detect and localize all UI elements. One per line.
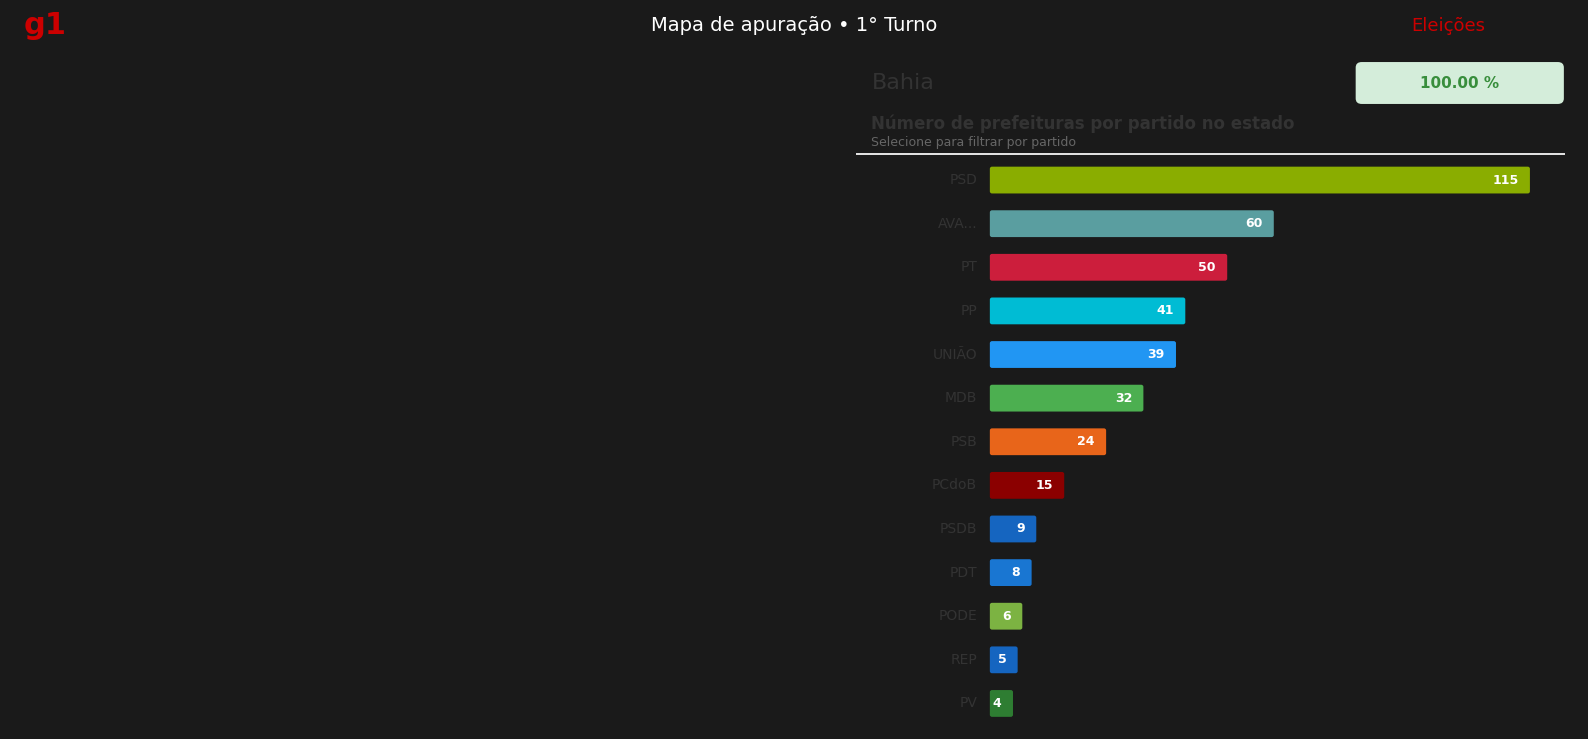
FancyBboxPatch shape xyxy=(989,298,1185,324)
Text: UNIÃO: UNIÃO xyxy=(932,347,977,361)
Text: Bahia: Bahia xyxy=(872,72,934,92)
Text: Número de prefeituras por partido no estado: Número de prefeituras por partido no est… xyxy=(872,115,1294,133)
FancyBboxPatch shape xyxy=(989,167,1529,194)
Text: Eleições: Eleições xyxy=(1410,17,1485,35)
Text: 39: 39 xyxy=(1148,348,1164,361)
Text: PSDB: PSDB xyxy=(940,522,977,536)
FancyBboxPatch shape xyxy=(989,429,1107,455)
FancyBboxPatch shape xyxy=(989,516,1037,542)
FancyBboxPatch shape xyxy=(989,647,1018,673)
Text: 41: 41 xyxy=(1156,304,1174,318)
FancyBboxPatch shape xyxy=(1356,62,1564,104)
Text: 115: 115 xyxy=(1493,174,1518,186)
FancyBboxPatch shape xyxy=(989,559,1032,586)
Text: AVA...: AVA... xyxy=(937,217,977,231)
Text: 4: 4 xyxy=(992,697,1002,710)
Text: 15: 15 xyxy=(1035,479,1053,492)
FancyBboxPatch shape xyxy=(989,254,1228,281)
Text: PV: PV xyxy=(959,696,977,710)
Text: Mapa de apuração • 1° Turno: Mapa de apuração • 1° Turno xyxy=(651,16,937,35)
Text: PDT: PDT xyxy=(950,565,977,579)
FancyBboxPatch shape xyxy=(989,690,1013,717)
Text: 32: 32 xyxy=(1115,392,1132,405)
Text: 24: 24 xyxy=(1077,435,1094,449)
Text: MDB: MDB xyxy=(945,391,977,405)
Text: 8: 8 xyxy=(1012,566,1021,579)
Text: PP: PP xyxy=(961,304,977,318)
Text: PSD: PSD xyxy=(950,173,977,187)
FancyBboxPatch shape xyxy=(989,385,1143,412)
FancyBboxPatch shape xyxy=(989,472,1064,499)
Text: REP: REP xyxy=(950,653,977,667)
FancyBboxPatch shape xyxy=(856,154,1566,155)
Text: 6: 6 xyxy=(1002,610,1012,623)
Text: 50: 50 xyxy=(1199,261,1216,273)
Text: PT: PT xyxy=(961,260,977,274)
Text: Selecione para filtrar por partido: Selecione para filtrar por partido xyxy=(872,136,1077,149)
Text: PODE: PODE xyxy=(939,609,977,623)
FancyBboxPatch shape xyxy=(989,211,1274,237)
Text: 9: 9 xyxy=(1016,522,1024,536)
Text: 60: 60 xyxy=(1245,217,1262,230)
Text: 5: 5 xyxy=(997,653,1007,667)
FancyBboxPatch shape xyxy=(989,341,1177,368)
Text: 100.00 %: 100.00 % xyxy=(1420,75,1499,90)
Text: PSB: PSB xyxy=(950,435,977,449)
Text: PCdoB: PCdoB xyxy=(932,478,977,492)
FancyBboxPatch shape xyxy=(989,603,1023,630)
Text: g1: g1 xyxy=(24,11,67,41)
